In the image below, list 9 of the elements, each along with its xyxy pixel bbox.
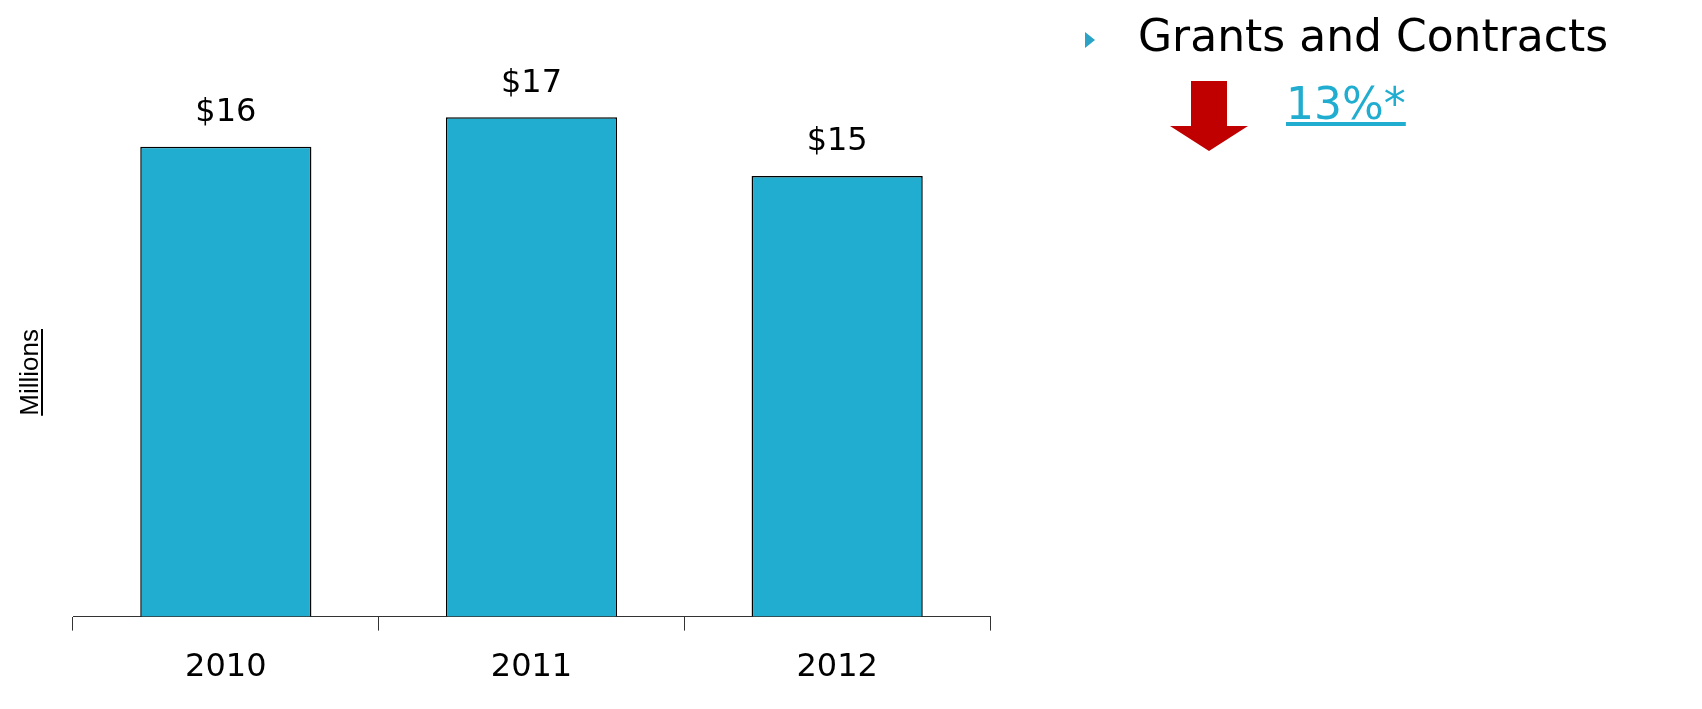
data-label: $15 (806, 120, 868, 159)
x-tick-label: 2011 (490, 646, 573, 685)
data-label: $16 (195, 91, 257, 130)
y-axis-title: Millions (14, 328, 44, 416)
data-label: $17 (500, 61, 563, 100)
x-tick-label: 2012 (796, 646, 878, 685)
text: 13%* (1286, 78, 1406, 129)
text: Grants and Contracts (1138, 10, 1609, 61)
x-tick-label: 2010 (185, 646, 267, 685)
